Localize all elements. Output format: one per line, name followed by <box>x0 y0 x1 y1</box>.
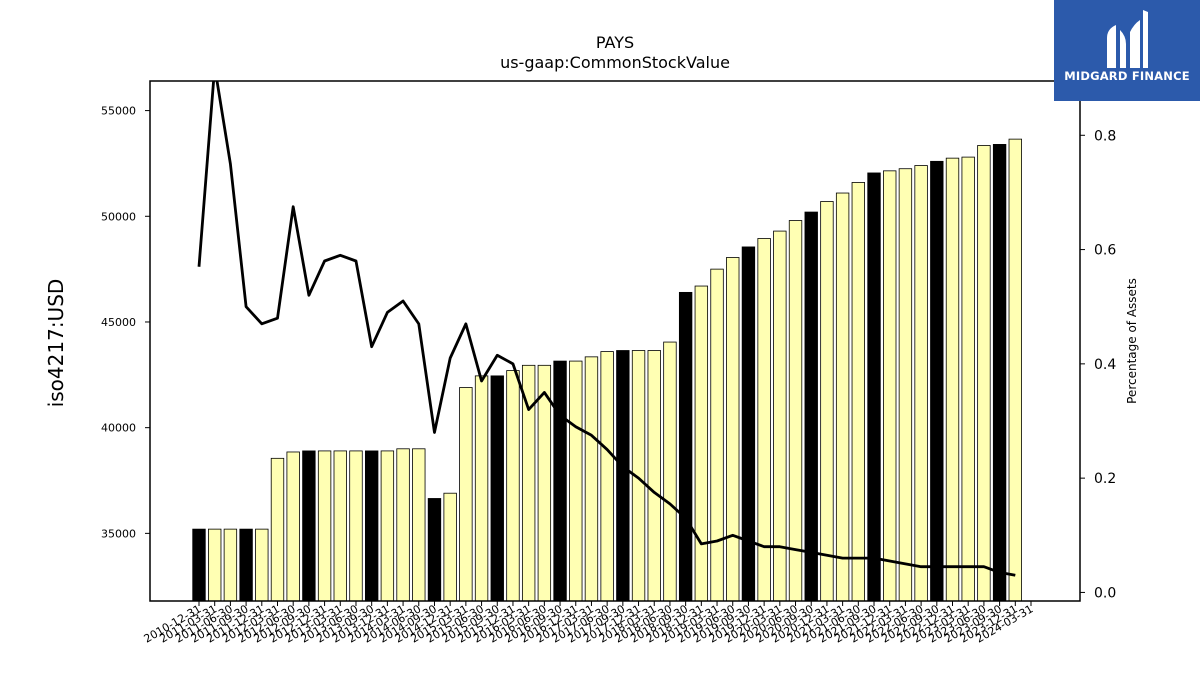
y2-axis-ticks: 0.0 0.2 0.4 0.6 0.8 <box>1080 128 1116 601</box>
series-line <box>197 81 1016 577</box>
bar <box>396 448 410 602</box>
brand-name: MIDGARD FINANCE <box>1064 69 1190 83</box>
bar <box>835 192 850 602</box>
chart-subtitle: us-gaap:CommonStockValue <box>500 53 730 72</box>
y-tick-label: 55000 <box>101 105 136 118</box>
y2-tick-label: 0.2 <box>1094 471 1116 487</box>
bar <box>270 457 285 602</box>
bar <box>930 160 944 602</box>
bar <box>883 170 897 602</box>
bar <box>553 360 567 602</box>
bar <box>239 528 253 602</box>
y2-axis-label: Percentage of Assets <box>1125 278 1139 404</box>
bar <box>663 341 677 602</box>
bar <box>255 528 269 602</box>
y-axis-label: iso4217:USD <box>44 279 68 408</box>
bar <box>380 450 395 602</box>
bar <box>647 350 661 602</box>
chart-title: PAYS <box>596 33 634 52</box>
bar <box>914 165 928 602</box>
bar <box>412 448 426 602</box>
bar <box>364 450 379 602</box>
bar <box>945 157 960 602</box>
y-tick-label: 45000 <box>101 316 136 329</box>
bar <box>1008 138 1022 602</box>
bar <box>349 450 363 602</box>
bar <box>898 168 913 602</box>
bar <box>820 201 834 602</box>
bar <box>992 144 1007 602</box>
bar-series <box>192 138 1022 602</box>
bar <box>490 375 504 602</box>
bar <box>726 257 740 602</box>
x-axis-ticks: 2010-12-312011-03-312011-06-302011-09-30… <box>142 601 1036 646</box>
bar <box>694 285 709 602</box>
bar <box>678 291 693 602</box>
bar <box>223 528 238 602</box>
bar <box>506 370 520 602</box>
bar <box>459 387 473 602</box>
bar <box>616 350 630 602</box>
bar <box>788 220 803 602</box>
bar <box>474 375 489 602</box>
logo-mark-icon <box>1107 10 1148 68</box>
bar <box>977 145 991 602</box>
bar <box>600 351 614 602</box>
bar <box>286 451 300 602</box>
y2-tick-label: 0.6 <box>1094 243 1116 259</box>
bar <box>208 528 222 602</box>
bar <box>443 492 457 602</box>
bar <box>427 498 442 602</box>
bar <box>710 268 724 602</box>
plot-frame <box>149 80 1081 602</box>
bar <box>192 528 206 602</box>
y-tick-label: 40000 <box>101 422 136 435</box>
bar <box>804 211 818 602</box>
bar <box>867 172 881 602</box>
y2-tick-label: 0.8 <box>1094 128 1116 144</box>
y-tick-label: 50000 <box>101 210 136 223</box>
bar <box>584 356 599 602</box>
bar <box>851 182 865 602</box>
y-axis-ticks: 35000 40000 45000 50000 55000 <box>101 105 150 540</box>
bar <box>317 450 332 602</box>
brand-logo: MIDGARD FINANCE <box>1054 0 1200 101</box>
line-series <box>197 81 1016 577</box>
bar <box>302 450 316 602</box>
bar <box>961 156 975 602</box>
y-tick-label: 35000 <box>101 527 136 540</box>
bar <box>569 360 583 602</box>
y2-tick-label: 0.0 <box>1094 585 1116 601</box>
bar <box>333 450 347 602</box>
y2-tick-label: 0.4 <box>1094 357 1116 373</box>
bar <box>741 246 756 602</box>
